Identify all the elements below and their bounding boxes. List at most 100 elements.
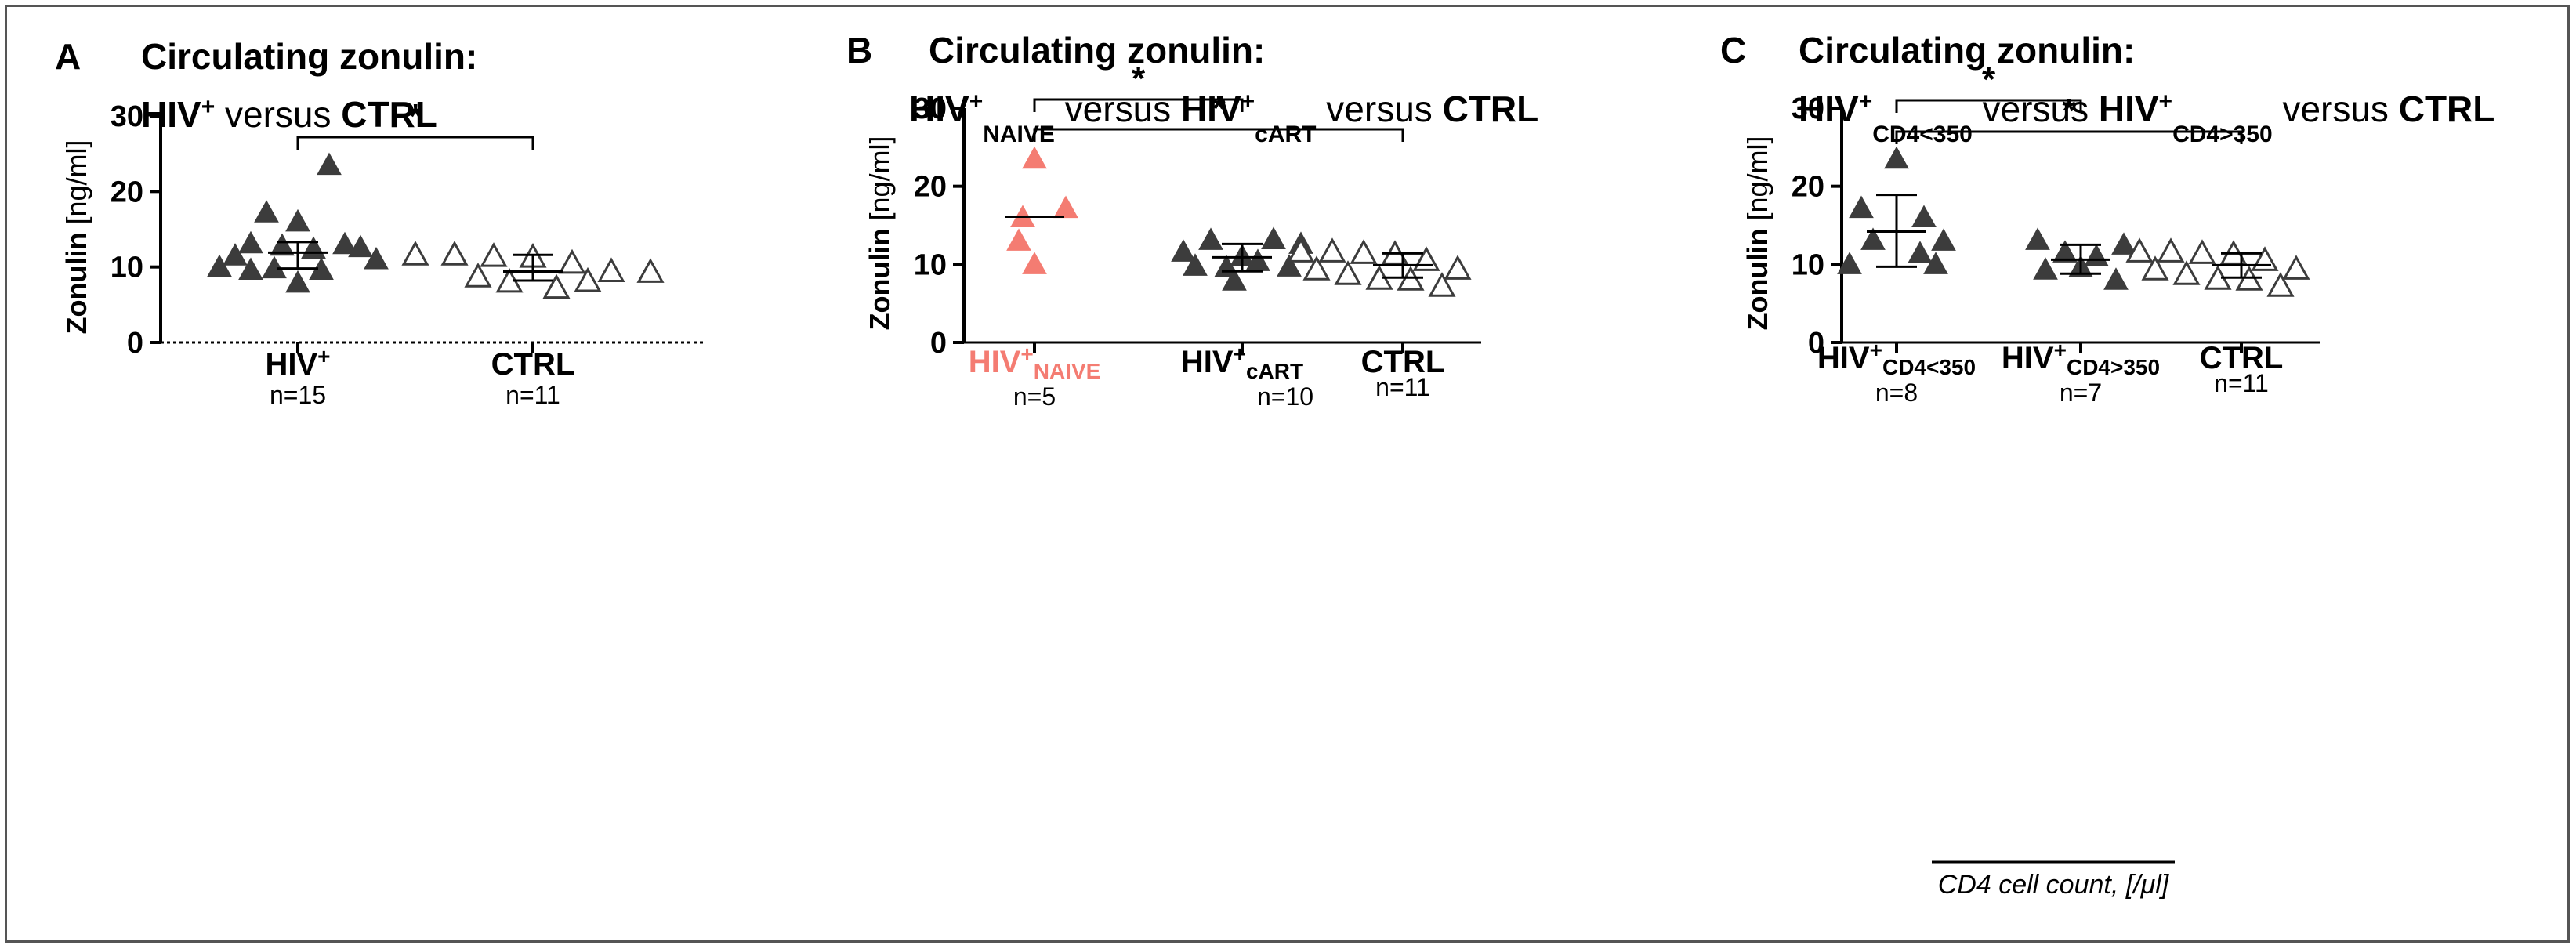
data-point-triangle <box>1261 226 1286 249</box>
data-point-triangle <box>2282 255 2310 280</box>
significance-star: * <box>2062 92 2076 130</box>
data-point-triangle <box>1171 239 1196 262</box>
y-axis-label: Zonulin [ng/ml] <box>60 139 92 334</box>
data-point-triangle <box>1022 252 1047 274</box>
data-point-triangle <box>2157 237 2185 263</box>
data-point-triangle <box>1923 252 1948 274</box>
category-name: HIV <box>1181 345 1234 379</box>
data-point-triangle <box>1053 195 1078 219</box>
x-category-label: CTRL <box>491 347 575 382</box>
y-tick-label: 20 <box>914 171 947 204</box>
data-point-triangle <box>2033 257 2058 280</box>
data-point-triangle <box>2025 227 2050 250</box>
data-point-triangle <box>1334 260 1362 285</box>
category-name: HIV <box>265 347 317 382</box>
y-tick-label: 0 <box>1808 327 1824 360</box>
significance-bracket <box>1033 128 1404 142</box>
y-tick-label: 20 <box>1792 171 1824 204</box>
data-point-triangle <box>285 270 310 293</box>
y-axis-label-unit: [ng/ml] <box>1741 136 1773 228</box>
title-fragment: NAIVE <box>983 121 1055 147</box>
y-tick-label: 30 <box>111 100 143 133</box>
significance-bracket <box>1895 130 2243 144</box>
panel-b: B Circulating zonulin: HIV+NAIVE versus … <box>846 30 1538 411</box>
y-tick-label: 10 <box>914 248 947 281</box>
data-point-triangle <box>285 208 310 232</box>
data-point-triangle <box>1444 255 1472 280</box>
chart-title-line1: Circulating zonulin: <box>929 30 1265 71</box>
data-point-triangle <box>301 236 326 259</box>
data-point-triangle <box>270 233 295 256</box>
category-subscript: CD4>350 <box>2067 355 2160 379</box>
category-subscript: cART <box>1246 359 1303 383</box>
data-point-triangle <box>2103 267 2129 290</box>
data-point-triangle <box>238 230 263 254</box>
significance-bracket <box>1033 98 1244 112</box>
data-point-triangle <box>1277 254 1302 277</box>
data-point-triangle <box>1022 146 1047 169</box>
data-point-triangle <box>1908 241 1933 263</box>
data-point-triangle <box>1849 195 1874 219</box>
data-point-triangle <box>1183 253 1208 276</box>
title-fragment: versus <box>1973 89 2099 129</box>
title-fragment: cART <box>1255 121 1316 147</box>
category-superscript: + <box>2054 338 2067 362</box>
data-point-triangle <box>558 248 586 274</box>
data-point-triangle <box>1931 228 1956 251</box>
title-fragment: HIV <box>2099 89 2159 129</box>
data-point-triangle <box>1911 205 1937 228</box>
x-category-n: n=10 <box>1257 382 1313 411</box>
y-axis-label-unit: [ng/ml] <box>864 136 896 228</box>
data-point-triangle <box>1884 146 1909 169</box>
title-fragment: CD4<350 <box>1872 121 1973 147</box>
figure-frame <box>5 5 2570 943</box>
data-point-triangle <box>364 247 389 270</box>
data-point-triangle <box>2125 237 2154 263</box>
title-fragment: versus <box>1055 89 1181 129</box>
y-axis-label-unit: [ng/ml] <box>60 139 92 232</box>
y-axis-label: Zonulin [ng/ml] <box>864 136 896 330</box>
category-subscript: NAIVE <box>1034 359 1101 383</box>
x-category-label: HIV+ <box>265 344 330 382</box>
y-tick-label: 10 <box>111 252 143 284</box>
data-point-triangle <box>2188 239 2216 264</box>
x-category-n: n=11 <box>2214 369 2269 397</box>
x-category-n: n=11 <box>1375 373 1430 401</box>
title-fragment: + <box>1241 89 1255 114</box>
data-point-triangle <box>254 200 279 223</box>
data-point-triangle <box>238 257 263 281</box>
title-fragment: CTRL <box>1443 89 1539 129</box>
panel-letter: C <box>1720 30 1746 71</box>
data-point-triangle <box>440 241 469 266</box>
x-category-label: HIV+cART <box>1181 342 1303 383</box>
y-tick-label: 10 <box>1792 248 1824 281</box>
data-point-triangle <box>2052 240 2078 263</box>
data-point-triangle <box>1287 237 1315 263</box>
title-fragment: CD4>350 <box>2172 121 2273 147</box>
y-tick-label: 30 <box>914 92 947 125</box>
category-name: HIV <box>2002 341 2054 375</box>
title-fragment: versus <box>2273 89 2399 129</box>
y-tick-label: 0 <box>930 327 947 360</box>
y-tick-label: 0 <box>127 327 143 360</box>
title-fragment: + <box>969 89 984 114</box>
panel-a: A Circulating zonulin: HIV+ versus CTRL … <box>55 36 705 409</box>
y-axis-label: Zonulin [ng/ml] <box>1741 136 1773 330</box>
chart-title-line2: HIV+CD4<350 versus HIV+CD4>350 versus CT… <box>1799 89 2494 147</box>
y-tick-label: 20 <box>111 176 143 208</box>
title-fragment: versus <box>1317 89 1443 129</box>
chart-title-line2: HIV+NAIVE versus HIV+cART versus CTRL <box>909 89 1538 147</box>
data-point-triangle <box>223 243 248 266</box>
data-point-triangle <box>542 273 571 299</box>
title-fragment: HIV <box>1799 89 1859 129</box>
x-category-n: n=8 <box>1875 379 1918 407</box>
data-point-triangle <box>2266 272 2295 297</box>
x-category-n: n=7 <box>2060 379 2102 407</box>
data-point-triangle <box>1837 252 1862 274</box>
significance-bracket <box>1895 99 2082 113</box>
category-name: HIV <box>1817 341 1870 375</box>
significance-star: * <box>1982 60 1996 99</box>
data-point-triangle <box>401 241 429 266</box>
significance-star: * <box>408 97 422 136</box>
